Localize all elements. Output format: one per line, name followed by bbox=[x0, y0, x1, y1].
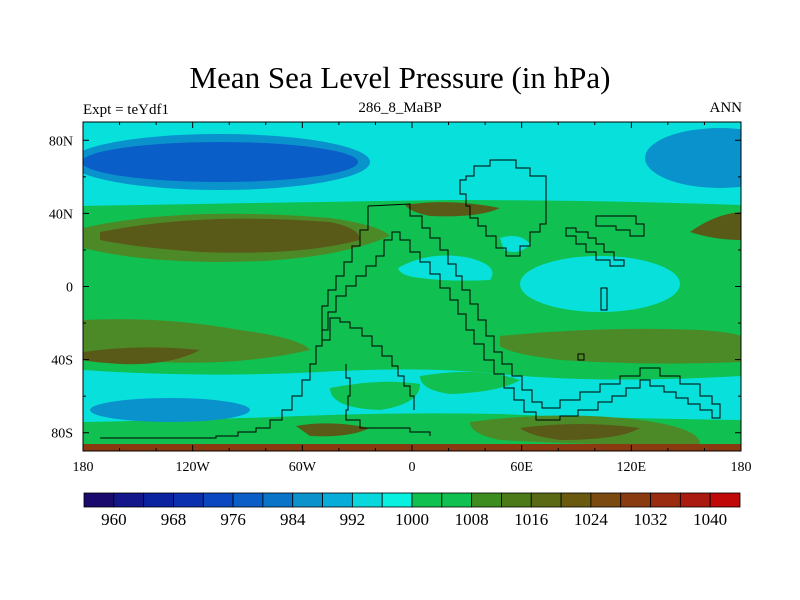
colorbar-swatch bbox=[143, 492, 174, 508]
continent-outline-pangea bbox=[100, 203, 721, 439]
colorbar-label: 1024 bbox=[574, 510, 609, 529]
colorbar-swatch bbox=[262, 492, 294, 508]
colorbar-swatch bbox=[173, 492, 204, 508]
field-south-high-west-core bbox=[83, 347, 200, 365]
x-tick-label: 60W bbox=[289, 460, 317, 475]
x-axis: 180 120W 60W 0 60E 120E 180 bbox=[73, 122, 752, 475]
island-outline bbox=[600, 287, 608, 311]
field-antarctic-high-west bbox=[296, 423, 370, 437]
colorbar-label: 1016 bbox=[514, 510, 548, 529]
colorbar-swatch bbox=[202, 492, 234, 508]
field-south-green-patch bbox=[330, 381, 420, 410]
colorbar-label: 976 bbox=[220, 510, 246, 529]
field-south-green-patch-2 bbox=[420, 371, 520, 394]
continent-outline-inner bbox=[321, 206, 415, 410]
experiment-label: Expt = teYdf1 bbox=[83, 102, 169, 118]
continent-outline-east bbox=[565, 227, 625, 267]
field-asia-high bbox=[405, 202, 500, 217]
y-tick-label: 40S bbox=[51, 354, 73, 369]
y-tick-label: 0 bbox=[66, 281, 73, 296]
continent-outline-africa-south bbox=[345, 364, 431, 436]
colorbar-swatch bbox=[113, 492, 145, 508]
x-tick-label: 60E bbox=[510, 460, 533, 475]
x-tick-label: 180 bbox=[731, 460, 752, 475]
x-tick-label: 180 bbox=[73, 460, 94, 475]
colorbar-swatch bbox=[411, 492, 443, 508]
map-title: Mean Sea Level Pressure (in hPa) bbox=[189, 60, 611, 95]
colorbar-label: 960 bbox=[101, 510, 127, 529]
colorbar-swatch bbox=[292, 492, 323, 508]
colorbar-swatch bbox=[83, 492, 115, 508]
continent-outline-northeast bbox=[595, 215, 645, 237]
field-east-high bbox=[690, 212, 741, 240]
colorbar-label: 992 bbox=[340, 510, 366, 529]
colorbar-swatch bbox=[322, 492, 353, 508]
colorbar-swatch bbox=[620, 492, 651, 508]
field-north-east-low bbox=[645, 128, 741, 188]
colorbar-swatch bbox=[650, 492, 681, 508]
pressure-field bbox=[83, 122, 741, 451]
colorbar-swatch bbox=[679, 492, 711, 508]
colorbar-swatch bbox=[501, 492, 532, 508]
x-tick-label: 0 bbox=[409, 460, 416, 475]
field-north-band-edge bbox=[83, 187, 741, 206]
colorbar-swatch bbox=[560, 492, 592, 508]
x-tick-label: 120W bbox=[176, 460, 211, 475]
colorbar-label: 1000 bbox=[395, 510, 429, 529]
y-tick-label: 80N bbox=[49, 134, 73, 149]
small-island-outline bbox=[577, 353, 585, 361]
colorbar-label: 1032 bbox=[634, 510, 668, 529]
colorbar-label: 984 bbox=[280, 510, 306, 529]
field-southern-low-core bbox=[90, 398, 250, 422]
continent-outlines bbox=[100, 159, 721, 439]
x-tick-label: 120E bbox=[617, 460, 647, 475]
season-label: ANN bbox=[709, 100, 743, 116]
colorbar-swatch bbox=[381, 492, 413, 508]
field-antarctic-high-core bbox=[520, 424, 640, 440]
colorbar-swatch bbox=[709, 492, 741, 508]
field-north-pacific-low-core bbox=[83, 142, 358, 182]
colorbar-swatch bbox=[441, 492, 473, 508]
continent-outline-north bbox=[459, 159, 547, 257]
field-small-low bbox=[500, 236, 530, 252]
field-south-high-east bbox=[500, 328, 741, 364]
colorbar-swatch bbox=[530, 492, 562, 508]
field-equatorial-low-east bbox=[520, 256, 680, 312]
colorbar-label: 1008 bbox=[455, 510, 489, 529]
colorbar-label: 1040 bbox=[693, 510, 727, 529]
colorbar-label: 968 bbox=[161, 510, 187, 529]
colorbar-swatch bbox=[232, 492, 264, 508]
y-tick-label: 40N bbox=[49, 207, 73, 222]
field-subtropical-high-core bbox=[100, 218, 360, 253]
colorbar-swatch bbox=[471, 492, 502, 508]
colorbar-swatch bbox=[590, 492, 622, 508]
period-label: 286_8_MaBP bbox=[358, 100, 442, 116]
y-tick-label: 80S bbox=[51, 427, 73, 442]
y-axis: 80N 40N 0 40S 80S bbox=[49, 134, 741, 442]
colorbar-swatch bbox=[351, 492, 383, 508]
colorbar: 960 968 976 984 992 1000 1008 1016 1024 1032 1040 bbox=[83, 492, 741, 529]
